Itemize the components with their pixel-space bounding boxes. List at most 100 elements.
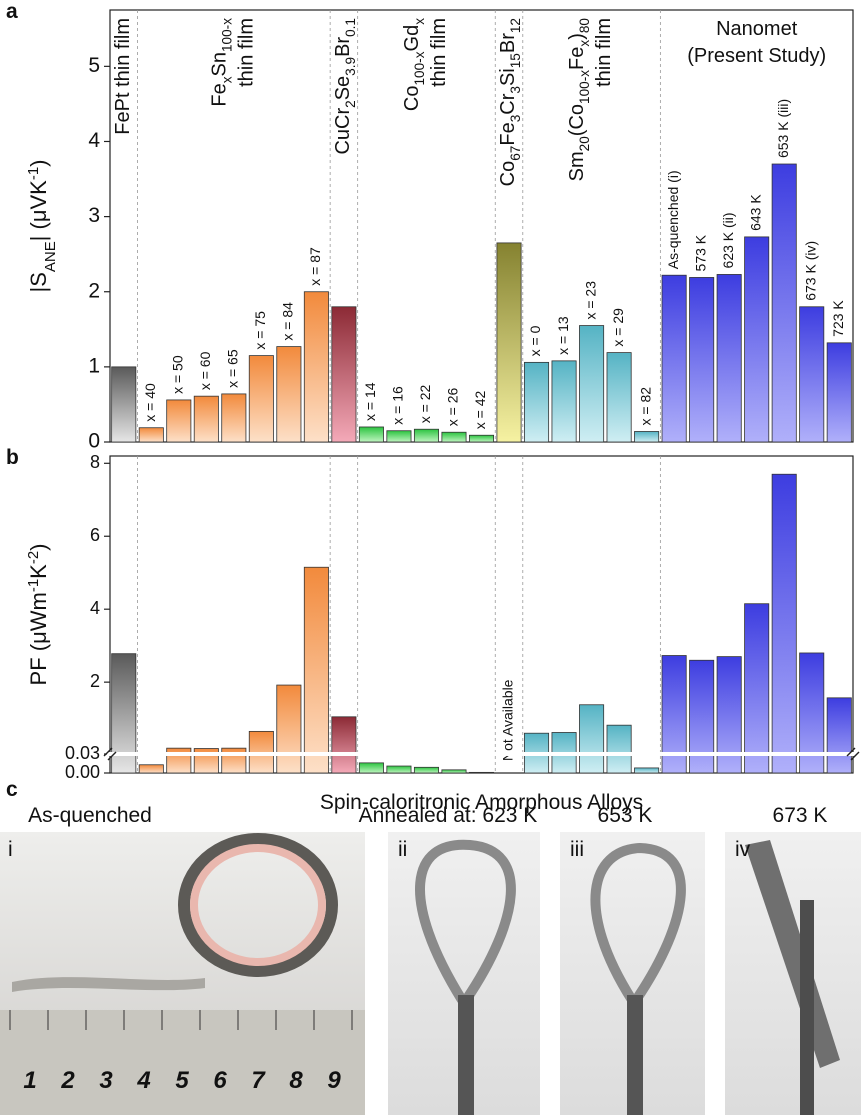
ruler-number: 4 (136, 1067, 150, 1094)
text-run: 67 (508, 146, 523, 161)
text-run: Fe (566, 47, 588, 70)
y-tick-label: 2 (88, 279, 100, 302)
bar-category-label: x = 40 (142, 383, 158, 422)
bar-category-label: 653 K (iii) (775, 99, 791, 158)
text-run: ) (566, 33, 588, 40)
text-run: Fe (497, 122, 519, 145)
ruler-number: 6 (213, 1067, 227, 1094)
bar-category-label: x = 29 (610, 308, 626, 347)
text-run: ANE (42, 241, 59, 272)
text-run: Nanomet (716, 18, 798, 40)
panel-label: c (6, 778, 18, 801)
bar (690, 277, 714, 442)
bar (745, 237, 769, 442)
y-axis-title: |SANE| (μVK-1) (25, 160, 59, 293)
text-run: -1 (25, 167, 42, 180)
bar-annotation: Not Available (500, 679, 516, 761)
bar (827, 698, 851, 773)
bar (359, 427, 383, 442)
text-run: (Present Study) (687, 45, 826, 67)
text-run: 0.1 (343, 18, 358, 37)
text-run: 3 (508, 115, 523, 123)
bar (112, 367, 136, 442)
text-run: 12 (508, 18, 523, 33)
y-tick-label: 4 (90, 598, 100, 618)
ruler-number: 1 (23, 1067, 36, 1094)
text-run: Cr (497, 93, 519, 114)
bar-category-label: 673 K (iv) (802, 241, 818, 301)
photo-header: 653 K (598, 804, 653, 827)
text-run: Fe (209, 83, 231, 106)
text-run: K (26, 564, 51, 579)
group-label: CuCr2Se3.9Br0.1 (332, 18, 358, 155)
photo-label: iii (570, 838, 584, 861)
panel-label: a (6, 0, 18, 23)
text-run: thin film (428, 18, 450, 87)
bar (745, 604, 769, 773)
bar (469, 772, 493, 773)
bar-category-label: x = 50 (169, 355, 185, 394)
text-run: |S (26, 272, 51, 292)
bar (524, 362, 548, 442)
text-run: Se (332, 76, 354, 100)
photo-header: Annealed at: 623 K (359, 804, 538, 827)
group-label: thin film (593, 18, 615, 87)
bar (222, 394, 246, 442)
photo-iii (560, 832, 705, 1115)
bar (304, 292, 328, 442)
group-label: FePt thin film (112, 18, 134, 135)
bar-category-label: As-quenched (i) (665, 170, 681, 269)
bar (139, 765, 163, 773)
photo-header: 673 K (773, 804, 828, 827)
bar-category-label: x = 87 (307, 247, 323, 286)
photo-label: iv (735, 838, 751, 861)
bar (442, 770, 466, 773)
text-run: thin film (593, 18, 615, 87)
bar-category-label: x = 0 (527, 325, 543, 356)
bar-category-label: x = 26 (445, 387, 461, 426)
bar (635, 768, 659, 773)
text-run: Br (497, 33, 519, 53)
y-tick-label: 0 (88, 430, 100, 453)
ruler-number: 5 (175, 1067, 189, 1094)
text-run: Si (497, 68, 519, 86)
text-run: FePt thin film (112, 18, 134, 135)
bar-category-label: x = 75 (252, 311, 268, 350)
text-run: -2 (25, 551, 42, 564)
y-axis-title: PF (μWm-1K-2) (25, 544, 52, 686)
bar (442, 432, 466, 442)
group-label: Sm20(Co100-xFex)80 (566, 18, 592, 182)
text-run: 100-x (577, 70, 592, 104)
bar (222, 748, 246, 773)
text-run: Gd (401, 25, 423, 52)
text-run: 20 (577, 136, 592, 152)
photo-label: i (8, 838, 13, 861)
bar (387, 766, 411, 773)
bar (662, 275, 686, 442)
text-run: Sn (209, 52, 231, 76)
bar (579, 326, 603, 442)
ruler-number: 8 (289, 1067, 303, 1094)
group-label: FexSn100-x (209, 18, 235, 107)
ruler-number: 9 (327, 1067, 341, 1094)
text-run: Co (497, 161, 519, 187)
y-tick-label: 0.00 (65, 762, 100, 782)
group-label: thin film (236, 18, 258, 87)
bar-category-label: 723 K (830, 300, 846, 337)
bar (800, 307, 824, 442)
bar (607, 353, 631, 442)
bar (414, 767, 438, 773)
text-run: Br (332, 37, 354, 57)
y-tick-label: 3 (88, 204, 100, 227)
bar-category-label: 643 K (747, 194, 763, 231)
photo-iv (725, 832, 861, 1115)
bar (249, 356, 273, 442)
y-tick-label: 1 (88, 354, 100, 377)
photo-ii (388, 832, 540, 1115)
bar (469, 435, 493, 442)
group-label: Co67Fe3Cr3Si15Br12 (497, 18, 523, 186)
group-label: Co100-xGdx (401, 18, 427, 111)
bar-category-label: x = 13 (555, 316, 571, 355)
bar-category-label: x = 65 (225, 349, 241, 388)
bar (552, 361, 576, 442)
